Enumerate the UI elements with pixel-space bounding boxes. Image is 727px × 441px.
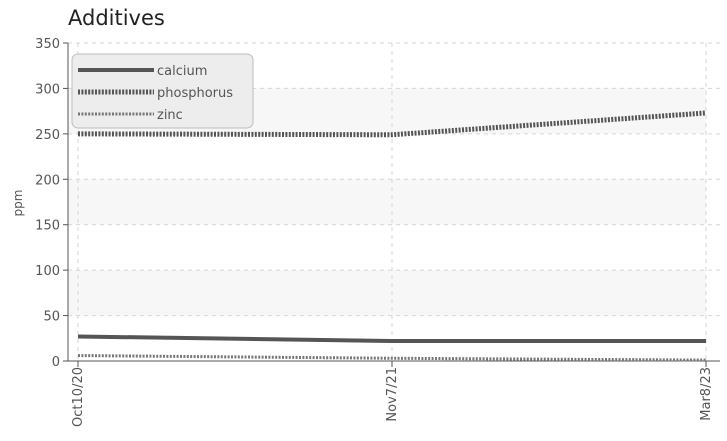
- y-tick-label: 100: [35, 264, 60, 279]
- y-tick-label: 150: [35, 219, 60, 234]
- y-tick-label: 0: [52, 355, 60, 370]
- grid-band: [68, 270, 706, 316]
- grid-band: [68, 179, 706, 225]
- legend-label-phosphorus: phosphorus: [157, 86, 233, 101]
- legend-label-zinc: zinc: [157, 108, 183, 123]
- series-line-calcium: [77, 334, 706, 344]
- y-tick-label: 300: [35, 82, 60, 97]
- series-lines: [77, 110, 707, 362]
- legend: calcium phosphorus zinc: [71, 53, 254, 129]
- series-line-phosphorus: [77, 110, 707, 138]
- y-tick-label: 50: [43, 310, 60, 325]
- chart-title: Additives: [68, 6, 165, 30]
- legend-box: [71, 53, 254, 129]
- y-tick-label: 250: [35, 128, 60, 143]
- series-line-zinc: [77, 354, 707, 362]
- x-tick-label: Nov7/21: [385, 367, 400, 422]
- y-axis-label: ppm: [11, 190, 25, 217]
- y-tick-label: 350: [35, 37, 60, 52]
- y-tick-label: 200: [35, 173, 60, 188]
- legend-label-calcium: calcium: [157, 64, 207, 79]
- x-tick-label: Oct10/20: [71, 367, 86, 427]
- x-tick-label: Mar8/23: [699, 367, 714, 421]
- axes: 0 50 100 150 200 250 300 350 Oct10/20 Nov7/21 Mar8…: [35, 37, 720, 427]
